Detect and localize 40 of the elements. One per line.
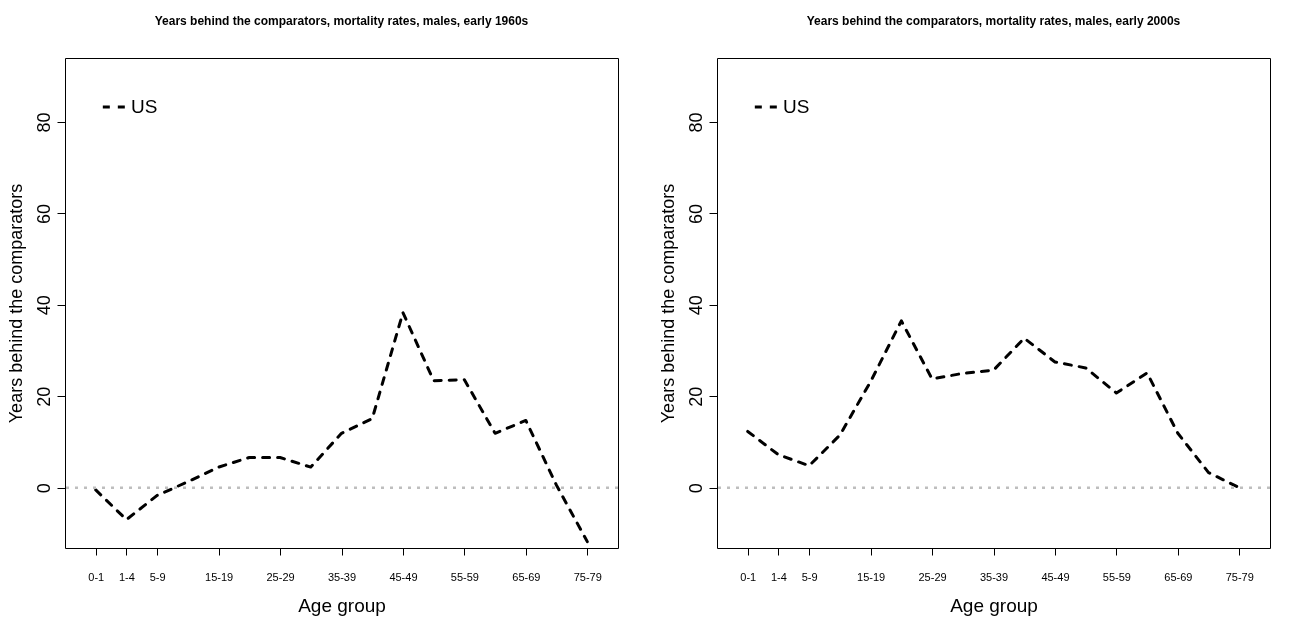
y-tick-label: 40 [685, 295, 706, 316]
y-tick-label: 20 [685, 386, 706, 407]
x-tick-label: 0-1 [740, 570, 757, 583]
line-series [746, 319, 1241, 490]
x-tick-label: 45-49 [1041, 570, 1070, 583]
x-tick-label: 45-49 [389, 570, 418, 583]
x-axis-title: Age group [298, 594, 386, 616]
x-tick-label: 15-19 [857, 570, 886, 583]
y-axis-title: Years behind the comparators [657, 183, 678, 424]
x-tick-label: 35-39 [327, 570, 357, 583]
y-tick-label: 80 [33, 112, 54, 133]
x-axis-title: Age group [950, 594, 1038, 616]
legend-label: US [131, 96, 158, 117]
x-tick-label: 0-1 [88, 570, 105, 583]
chart-title: Years behind the comparators, mortality rates, males, early 1960s [154, 14, 529, 28]
x-tick-label: 5-9 [801, 570, 818, 583]
y-tick-label: 40 [33, 295, 54, 316]
line-series [94, 311, 589, 544]
x-tick-label: 15-19 [205, 570, 234, 583]
chart-title: Years behind the comparators, mortality rates, males, early 2000s [806, 14, 1181, 28]
x-tick-label: 55-59 [1102, 570, 1131, 583]
x-tick-label: 65-69 [512, 570, 541, 583]
x-tick-label: 25-29 [266, 570, 295, 583]
y-tick-label: 0 [33, 483, 54, 494]
x-tick-label: 35-39 [979, 570, 1009, 583]
y-tick-label: 60 [33, 203, 54, 224]
x-tick-label: 25-29 [918, 570, 947, 583]
y-tick-label: 80 [685, 112, 706, 133]
y-tick-label: 60 [685, 203, 706, 224]
y-tick-label: 0 [685, 483, 706, 494]
x-tick-label: 55-59 [450, 570, 479, 583]
legend-label: US [783, 96, 810, 117]
x-tick-label: 75-79 [1225, 570, 1254, 583]
y-axis-title: Years behind the comparators [5, 183, 26, 424]
x-tick-label: 5-9 [149, 570, 166, 583]
y-tick-label: 20 [33, 386, 54, 407]
x-tick-label: 75-79 [573, 570, 602, 583]
x-tick-label: 1-4 [770, 570, 787, 583]
x-tick-label: 1-4 [118, 570, 135, 583]
x-tick-label: 65-69 [1164, 570, 1193, 583]
